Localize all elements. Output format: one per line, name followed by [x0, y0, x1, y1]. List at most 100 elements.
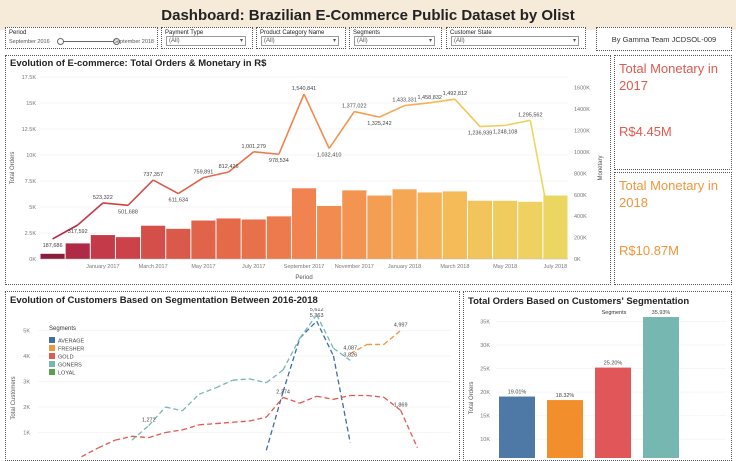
y-axis-title: Total Customers [11, 376, 17, 419]
monetary-data-label: 501,688 [118, 209, 138, 215]
product-category-filter[interactable]: Product Category Name (All) ▾ [256, 27, 346, 49]
credit-text: By Gamma Team JCDSOL-009 [611, 34, 717, 44]
series-line-segment [265, 369, 284, 384]
x-tick-label: November 2017 [335, 264, 374, 270]
legend-title: Segments [602, 310, 627, 316]
monetary-data-label: 187,686 [43, 243, 63, 249]
segment-bar [595, 367, 631, 458]
segments-value: (All) [357, 38, 368, 44]
kpi-2017-value: R$4.45M [619, 124, 672, 139]
orders-bar [417, 192, 442, 259]
series-line-segment [400, 410, 419, 449]
series-line-segment [249, 416, 267, 422]
y-tick-label: 12.5K [22, 127, 37, 133]
y-tick-label: 35K [480, 319, 490, 325]
orders-bar [166, 228, 191, 259]
segment-bar [499, 396, 535, 458]
series-line-segment [198, 387, 217, 395]
legend-label: LOYAL [58, 371, 75, 377]
series-line-segment [316, 320, 335, 357]
orders-bar [266, 216, 291, 259]
y2-tick-label: 400K [574, 214, 587, 220]
chevron-down-icon: ▾ [239, 38, 243, 44]
payment-type-filter[interactable]: Payment Type (All) ▾ [161, 27, 253, 49]
series-line-segment [81, 447, 99, 458]
series-line-segment [148, 406, 167, 426]
orders-bar [442, 191, 467, 259]
monetary-data-label: 1,032,410 [317, 152, 341, 158]
customer-segmentation-panel: Evolution of Customers Based on Segmenta… [5, 291, 460, 461]
y-tick-label: 5K [29, 205, 36, 211]
customer-state-dropdown[interactable]: (All) ▾ [451, 36, 579, 46]
monetary-line-segment [529, 120, 557, 253]
monetary-data-label: 317,592 [68, 229, 88, 235]
monetary-line-segment [328, 111, 355, 149]
product-category-value: (All) [264, 38, 275, 44]
period-slider-start-handle[interactable] [57, 38, 64, 45]
orders-bar [141, 225, 166, 259]
kpi-2018-card: Total Monetary in 2018 R$10.87M [614, 172, 732, 285]
y-tick-label: 30K [480, 343, 490, 349]
period-slider-track[interactable] [60, 41, 116, 42]
series-line-segment [282, 337, 301, 392]
y2-tick-label: 200K [574, 236, 587, 242]
product-category-dropdown[interactable]: (All) ▾ [261, 36, 339, 46]
series-data-label: 1,272 [142, 418, 156, 424]
payment-type-dropdown[interactable]: (All) ▾ [166, 36, 246, 46]
monetary-line-segment [127, 179, 154, 206]
customer-segmentation-chart: 1K 2K 3K 4K 5K Total Customers Segments AVERAGE… [11, 308, 451, 458]
period-filter[interactable]: Period September 2016 September 2018 [5, 27, 158, 49]
orders-bar [65, 243, 90, 259]
orders-monetary-chart: 0K 2.5K 5K 7.5K 10K 12.5K 15K 17.5K 0K 200K 400K 60… [10, 75, 604, 281]
customer-state-filter[interactable]: Customer State (All) ▾ [446, 27, 586, 49]
legend-label: AVERAGE [58, 339, 85, 345]
segments-filter[interactable]: Segments (All) ▾ [349, 27, 442, 49]
series-line-segment [181, 393, 200, 412]
y-tick-label: 5K [23, 328, 30, 334]
series-line-segment [131, 425, 150, 441]
series-line-segment [115, 435, 133, 441]
monetary-data-label: 1,377,022 [342, 104, 366, 110]
period-slider-end-handle[interactable] [113, 38, 120, 45]
series-line-segment [265, 397, 284, 418]
x-tick-label: January 2017 [86, 264, 119, 270]
series-line-segment [383, 329, 402, 345]
segment-bar-label: 35.93% [652, 310, 671, 316]
series-line-segment [165, 406, 183, 412]
orders-bar [291, 188, 317, 259]
y2-tick-label: 1600K [574, 86, 590, 92]
monetary-line-segment [479, 124, 506, 128]
orders-bar [367, 195, 392, 259]
series-data-label: 3,826 [343, 352, 357, 358]
series-line-segment [215, 379, 233, 389]
monetary-line-segment [454, 98, 481, 128]
y-tick-label: 7.5K [25, 179, 37, 185]
monetary-data-label: 1,248,108 [493, 129, 517, 135]
series-line-segment [299, 395, 317, 404]
y2-tick-label: 0K [574, 257, 581, 263]
monetary-data-label: 1,236,939 [468, 131, 492, 137]
segments-dropdown[interactable]: (All) ▾ [354, 36, 435, 46]
orders-bar [518, 201, 543, 259]
y-tick-label: 4K [23, 354, 30, 360]
y-tick-label: 2.5K [25, 231, 37, 237]
monetary-line-segment [303, 93, 330, 149]
y2-tick-label: 1000K [574, 150, 590, 156]
chevron-down-icon: ▾ [428, 38, 432, 44]
orders-monetary-panel: Evolution of E-commerce: Total Orders & … [5, 55, 611, 285]
x-tick-label: January 2018 [388, 264, 421, 270]
orders-bar [216, 218, 241, 259]
product-category-label: Product Category Name [260, 30, 325, 36]
payment-type-label: Payment Type [165, 30, 204, 36]
orders-bar [493, 200, 518, 259]
orders-bar [115, 237, 141, 259]
segments-label: Segments [353, 30, 381, 36]
y2-tick-label: 800K [574, 171, 587, 177]
monetary-line-segment [504, 119, 531, 127]
x-tick-label: May 2017 [191, 264, 215, 270]
monetary-line-segment [152, 179, 179, 195]
legend-swatch [49, 369, 55, 375]
series-line-segment [299, 314, 318, 339]
series-data-label: 4,087 [343, 346, 357, 352]
y-axis-title: Total Orders [10, 152, 16, 185]
